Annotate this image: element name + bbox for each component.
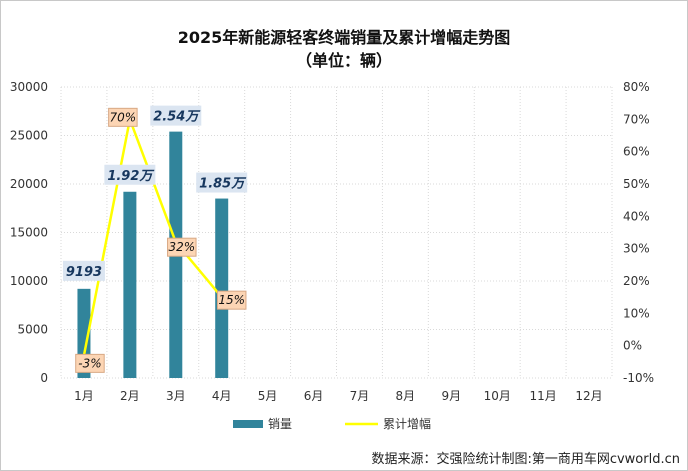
line-value-label: -3% (78, 356, 101, 370)
y-left-tick-label: 5000 (17, 323, 48, 337)
x-tick-label: 3月 (166, 389, 186, 403)
x-tick-label: 6月 (304, 389, 324, 403)
y-right-tick-label: 50% (623, 177, 650, 191)
x-tick-label: 9月 (441, 389, 461, 403)
y-right-tick-label: 80% (623, 80, 650, 94)
y-left-tick-label: 20000 (10, 177, 48, 191)
bars (77, 131, 229, 378)
bar-value-label: 9193 (66, 265, 102, 280)
x-tick-label: 11月 (529, 389, 556, 403)
x-tick-label: 8月 (396, 389, 416, 403)
legend-swatch-bar (233, 420, 263, 428)
y-left-tick-label: 25000 (10, 129, 48, 143)
chart-title: 2025年新能源轻客终端销量及累计增幅走势图 (177, 28, 511, 47)
y-left-tick-label: 15000 (10, 226, 48, 240)
bar-4月 (215, 198, 229, 378)
legend: 销量 累计增幅 (233, 416, 431, 431)
chart-subtitle: （单位：辆） (295, 51, 392, 70)
axes: 0 5000 10000 15000 20000 25000 30000 -10% 0% 10% 2… (10, 80, 654, 403)
bar-2月 (123, 191, 137, 378)
bar-value-label: 1.85万 (199, 177, 247, 192)
x-tick-label: 4月 (212, 389, 232, 403)
y-left-tick-label: 10000 (10, 274, 48, 288)
y-right-tick-label: 10% (623, 306, 650, 320)
line-value-label: 70% (110, 110, 137, 124)
bar-value-label-bg (150, 105, 202, 126)
x-tick-label: 5月 (258, 389, 278, 403)
legend-label-bar: 销量 (268, 417, 292, 431)
y-right-tick-label: 20% (623, 274, 650, 288)
y-right-tick-label: -10% (623, 371, 654, 385)
x-tick-label: 7月 (350, 389, 370, 403)
line-value-label: 32% (168, 240, 195, 254)
line-value-label-bg (216, 290, 247, 310)
gridlines (60, 86, 613, 379)
bar-value-label: 1.92万 (107, 169, 155, 184)
bar-value-label-bg (196, 172, 248, 193)
x-tick-label: 12月 (575, 389, 602, 403)
y-left-tick-label: 30000 (10, 80, 48, 94)
y-right-tick-label: 30% (623, 242, 650, 256)
line-value-label-bg (75, 353, 105, 373)
line-value-label-bg (108, 107, 138, 127)
bar-value-label-bg (62, 260, 105, 281)
x-tick-label: 2月 (120, 389, 140, 403)
y-right-tick-label: 0% (623, 339, 642, 353)
bar-value-label: 2.54万 (153, 110, 201, 125)
x-tick-label: 10月 (484, 389, 511, 403)
y-right-tick-label: 40% (623, 209, 650, 223)
line-value-label: 15% (218, 293, 245, 307)
legend-label-line: 累计增幅 (383, 416, 431, 431)
y-left-tick-label: 0 (40, 371, 48, 385)
data-labels: 9193 1.92万 2.54万 1.85万 -3% 70% 32% 15% (62, 105, 248, 373)
y-right-tick-label: 60% (623, 145, 650, 159)
source-note: 数据来源：交强险统计制图:第一商用车网cvworld.cn (371, 452, 680, 467)
bar-value-label-bg (104, 164, 156, 185)
y-right-tick-label: 70% (623, 112, 650, 126)
line-value-label-bg (167, 237, 197, 257)
x-tick-label: 1月 (74, 389, 94, 403)
